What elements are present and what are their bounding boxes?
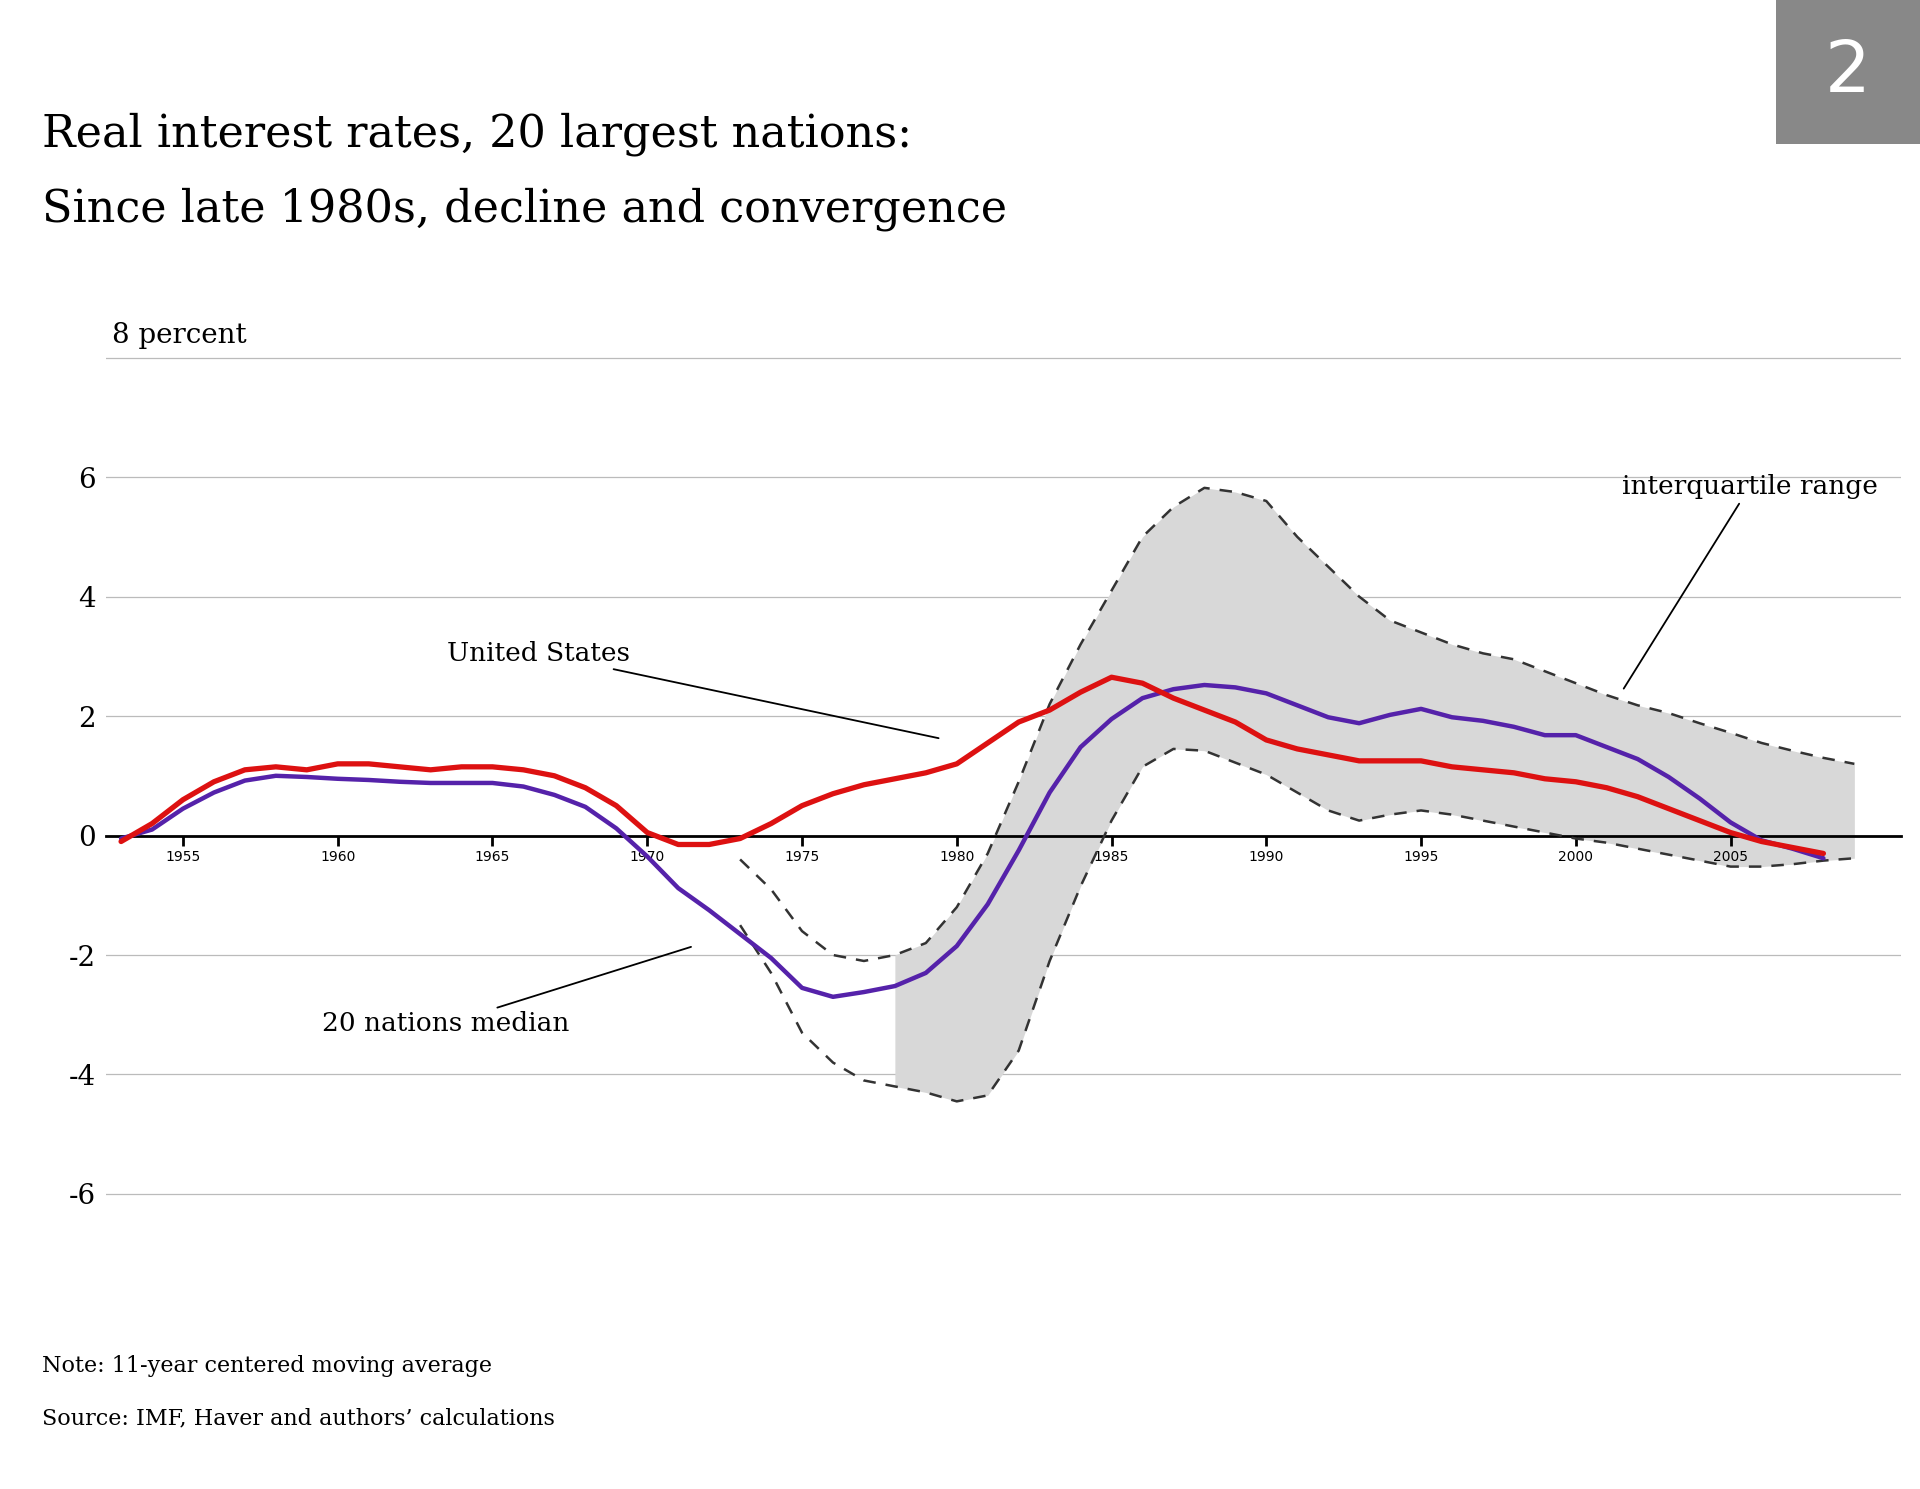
Text: Note: 11-year centered moving average: Note: 11-year centered moving average — [42, 1355, 492, 1377]
Text: Since late 1980s, decline and convergence: Since late 1980s, decline and convergenc… — [42, 188, 1008, 231]
Text: 20 nations median: 20 nations median — [323, 947, 691, 1036]
Text: United States: United States — [447, 640, 939, 739]
Text: 2: 2 — [1826, 37, 1870, 107]
Text: interquartile range: interquartile range — [1622, 474, 1878, 688]
Text: Real interest rates, 20 largest nations:: Real interest rates, 20 largest nations: — [42, 113, 912, 156]
Text: Source: IMF, Haver and authors’ calculations: Source: IMF, Haver and authors’ calculat… — [42, 1407, 555, 1429]
Text: 8 percent: 8 percent — [111, 322, 246, 348]
